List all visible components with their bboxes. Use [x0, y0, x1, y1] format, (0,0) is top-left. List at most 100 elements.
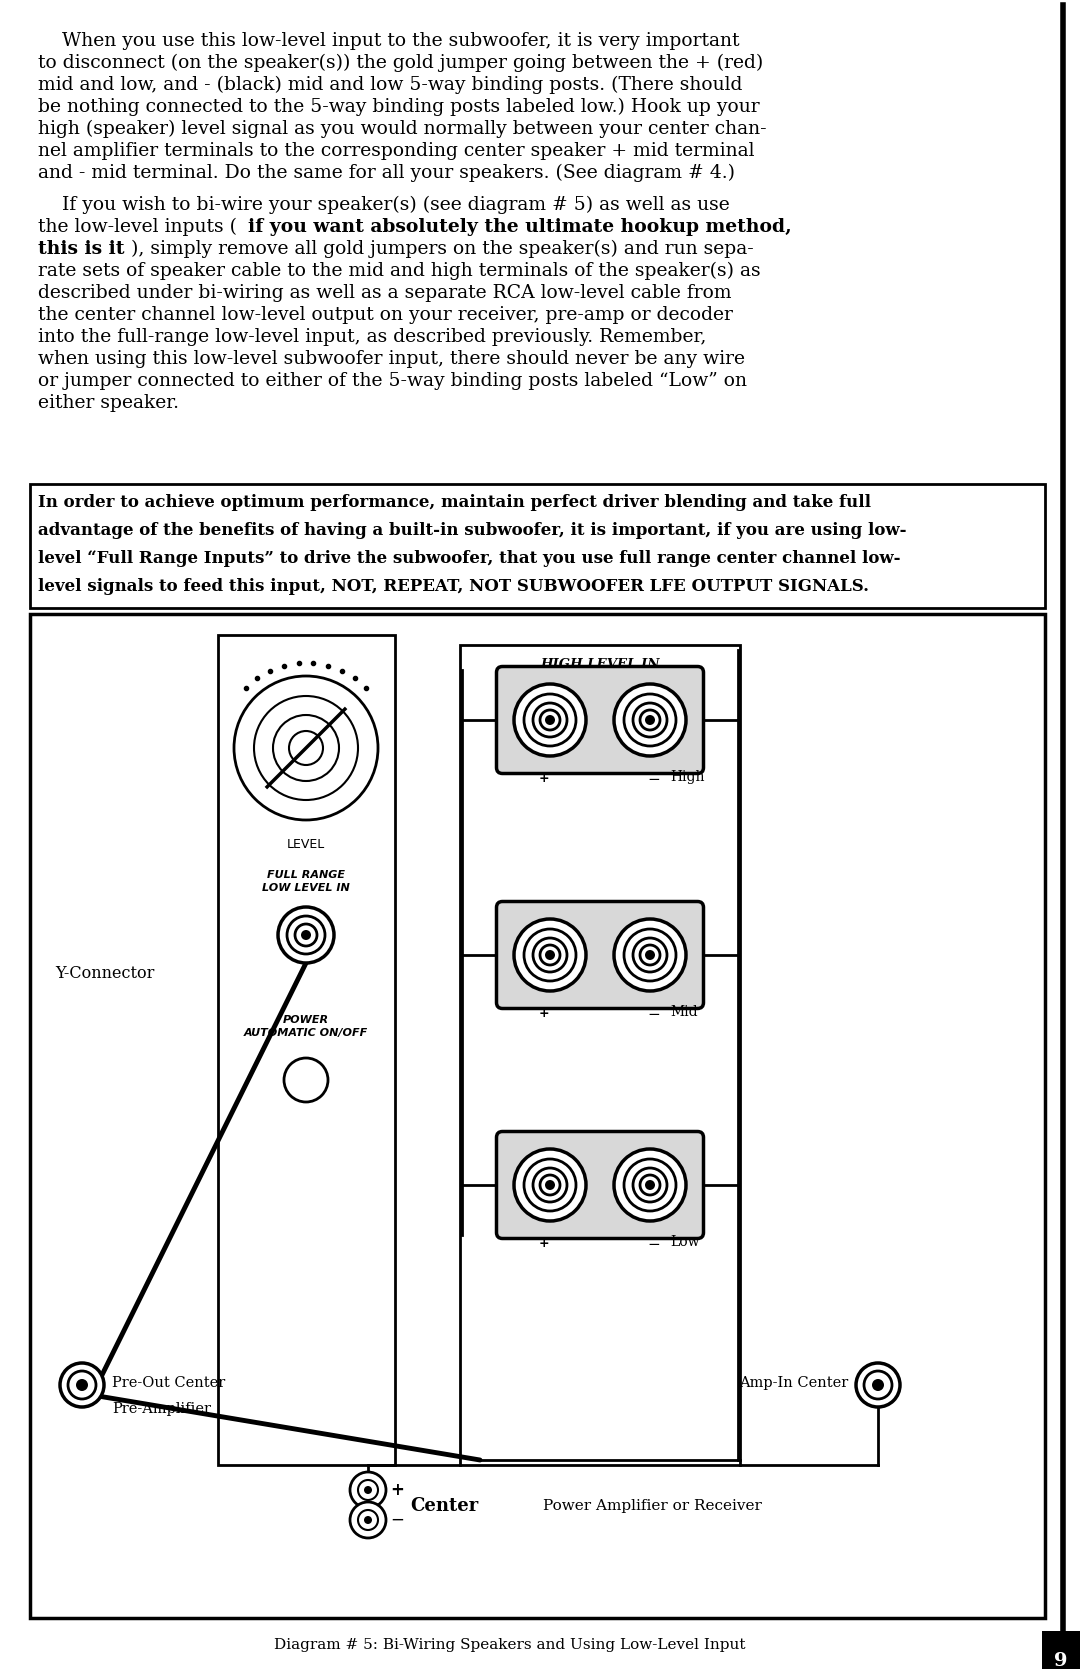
Circle shape: [534, 938, 567, 971]
Circle shape: [278, 906, 334, 963]
Circle shape: [514, 1148, 586, 1222]
Text: Mid: Mid: [670, 1005, 698, 1020]
Text: Pre-Amplifier: Pre-Amplifier: [112, 1402, 211, 1415]
Circle shape: [284, 1058, 328, 1102]
Circle shape: [633, 938, 667, 971]
Circle shape: [640, 945, 660, 965]
Circle shape: [545, 714, 555, 724]
Text: level signals to feed this input, NOT, REPEAT, NOT SUBWOOFER LFE OUTPUT SIGNALS.: level signals to feed this input, NOT, R…: [38, 577, 869, 596]
Circle shape: [645, 1180, 654, 1190]
Text: the low-level inputs (: the low-level inputs (: [38, 219, 237, 237]
Circle shape: [60, 1364, 104, 1407]
Bar: [218, 634, 395, 1465]
Circle shape: [524, 930, 576, 981]
Circle shape: [295, 925, 318, 946]
Circle shape: [545, 950, 555, 960]
Bar: [30, 614, 1045, 1617]
Bar: [460, 644, 740, 1465]
Circle shape: [514, 920, 586, 991]
Text: If you wish to bi-wire your speaker(s) (see diagram # 5) as well as use: If you wish to bi-wire your speaker(s) (…: [38, 195, 730, 214]
Text: the center channel low-level output on your receiver, pre-amp or decoder: the center channel low-level output on y…: [38, 305, 733, 324]
Text: POWER
AUTOMATIC ON/OFF: POWER AUTOMATIC ON/OFF: [244, 1015, 368, 1038]
Text: when using this low-level subwoofer input, there should never be any wire: when using this low-level subwoofer inpu…: [38, 350, 745, 367]
FancyBboxPatch shape: [497, 1132, 703, 1238]
Circle shape: [68, 1370, 96, 1399]
Text: High: High: [670, 769, 704, 784]
Circle shape: [633, 1168, 667, 1202]
Bar: [30, 484, 1045, 608]
Text: −: −: [648, 1237, 660, 1252]
Circle shape: [615, 684, 686, 756]
Text: level “Full Range Inputs” to drive the subwoofer, that you use full range center: level “Full Range Inputs” to drive the s…: [38, 551, 901, 567]
Text: Low: Low: [670, 1235, 700, 1248]
Circle shape: [540, 945, 561, 965]
Text: −: −: [648, 1006, 660, 1021]
Text: either speaker.: either speaker.: [38, 394, 179, 412]
Text: high (speaker) level signal as you would normally between your center chan-: high (speaker) level signal as you would…: [38, 120, 767, 139]
Circle shape: [645, 714, 654, 724]
Text: advantage of the benefits of having a built-in subwoofer, it is important, if yo: advantage of the benefits of having a bu…: [38, 522, 906, 539]
Circle shape: [524, 1158, 576, 1212]
Circle shape: [350, 1472, 386, 1509]
Text: into the full-range low-level input, as described previously. Remember,: into the full-range low-level input, as …: [38, 329, 706, 345]
Circle shape: [287, 916, 325, 955]
Circle shape: [534, 1168, 567, 1202]
Text: HIGH LEVEL IN: HIGH LEVEL IN: [540, 658, 660, 671]
Text: +: +: [539, 1237, 550, 1250]
Circle shape: [545, 1180, 555, 1190]
Text: In order to achieve optimum performance, maintain perfect driver blending and ta: In order to achieve optimum performance,…: [38, 494, 870, 511]
Circle shape: [357, 1480, 378, 1500]
Circle shape: [350, 1502, 386, 1539]
Circle shape: [615, 920, 686, 991]
Circle shape: [615, 1148, 686, 1222]
Text: Diagram # 5: Bi-Wiring Speakers and Using Low-Level Input: Diagram # 5: Bi-Wiring Speakers and Usin…: [274, 1637, 746, 1652]
Text: or jumper connected to either of the 5-way binding posts labeled “Low” on: or jumper connected to either of the 5-w…: [38, 372, 747, 391]
Circle shape: [864, 1370, 892, 1399]
Text: Amp-In Center: Amp-In Center: [739, 1375, 848, 1390]
Text: +: +: [539, 773, 550, 784]
Text: be nothing connected to the 5-way binding posts labeled low.) Hook up your: be nothing connected to the 5-way bindin…: [38, 98, 759, 117]
Circle shape: [645, 950, 654, 960]
Text: to disconnect (on the speaker(s)) the gold jumper going between the + (red): to disconnect (on the speaker(s)) the go…: [38, 53, 764, 72]
Circle shape: [301, 930, 311, 940]
Text: if you want absolutely the ultimate hookup method,: if you want absolutely the ultimate hook…: [248, 219, 792, 235]
Circle shape: [640, 709, 660, 729]
Circle shape: [624, 930, 676, 981]
Circle shape: [633, 703, 667, 738]
Text: 9: 9: [1054, 1652, 1068, 1669]
Text: −: −: [648, 773, 660, 788]
Text: FULL RANGE
LOW LEVEL IN: FULL RANGE LOW LEVEL IN: [262, 870, 350, 893]
Circle shape: [624, 694, 676, 746]
Text: Y-Connector: Y-Connector: [55, 965, 154, 981]
Bar: [1042, 1631, 1080, 1669]
Circle shape: [534, 703, 567, 738]
Circle shape: [514, 684, 586, 756]
Circle shape: [524, 694, 576, 746]
Text: Center: Center: [410, 1497, 478, 1515]
Circle shape: [624, 1158, 676, 1212]
Text: mid and low, and - (black) mid and low 5-way binding posts. (There should: mid and low, and - (black) mid and low 5…: [38, 77, 742, 93]
Text: described under bi-wiring as well as a separate RCA low-level cable from: described under bi-wiring as well as a s…: [38, 284, 731, 302]
FancyBboxPatch shape: [497, 666, 703, 773]
Circle shape: [364, 1485, 372, 1494]
Text: Power Amplifier or Receiver: Power Amplifier or Receiver: [543, 1499, 761, 1514]
Text: and - mid terminal. Do the same for all your speakers. (See diagram # 4.): and - mid terminal. Do the same for all …: [38, 164, 735, 182]
Text: +: +: [539, 1006, 550, 1020]
Text: ), simply remove all gold jumpers on the speaker(s) and run sepa-: ), simply remove all gold jumpers on the…: [131, 240, 754, 259]
Circle shape: [540, 709, 561, 729]
Text: When you use this low-level input to the subwoofer, it is very important: When you use this low-level input to the…: [38, 32, 740, 50]
Circle shape: [357, 1510, 378, 1530]
Text: nel amplifier terminals to the corresponding center speaker + mid terminal: nel amplifier terminals to the correspon…: [38, 142, 755, 160]
Text: −: −: [390, 1510, 404, 1529]
Text: Pre-Out Center: Pre-Out Center: [112, 1375, 226, 1390]
Text: this is it: this is it: [38, 240, 124, 259]
Circle shape: [856, 1364, 900, 1407]
Circle shape: [540, 1175, 561, 1195]
Circle shape: [76, 1379, 87, 1390]
Circle shape: [872, 1379, 885, 1390]
Circle shape: [254, 696, 357, 799]
Circle shape: [640, 1175, 660, 1195]
Text: rate sets of speaker cable to the mid and high terminals of the speaker(s) as: rate sets of speaker cable to the mid an…: [38, 262, 760, 280]
Circle shape: [289, 731, 323, 764]
Text: LEVEL: LEVEL: [287, 838, 325, 851]
